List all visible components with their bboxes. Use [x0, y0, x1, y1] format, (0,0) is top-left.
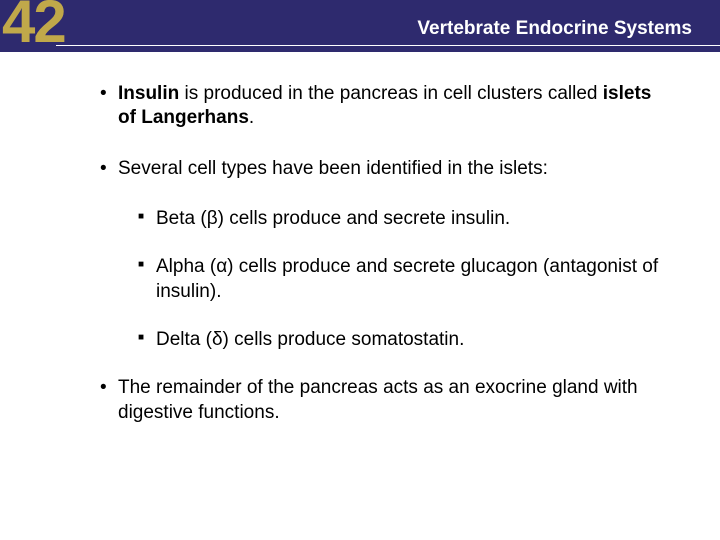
bullet-text: Beta (β) cells produce and secrete insul… — [156, 208, 510, 229]
bullet-level-2: Delta (δ) cells produce somatostatin. — [138, 328, 660, 352]
bullet-text: Delta (δ) cells produce somatostatin. — [156, 329, 464, 350]
bullet-level-2: Beta (β) cells produce and secrete insul… — [138, 207, 660, 231]
slide-title: Vertebrate Endocrine Systems — [417, 18, 692, 40]
bullet-text: . — [249, 107, 254, 128]
bullet-level-1: Several cell types have been identified … — [100, 157, 660, 181]
slide-header: 42 Vertebrate Endocrine Systems — [0, 0, 720, 52]
bullet-level-1: The remainder of the pancreas acts as an… — [100, 376, 660, 425]
slide-content: Insulin is produced in the pancreas in c… — [0, 52, 720, 425]
bullet-text: Alpha (α) cells produce and secrete gluc… — [156, 256, 658, 301]
bullet-text: is produced in the pancreas in cell clus… — [179, 83, 603, 104]
bullet-text: The remainder of the pancreas acts as an… — [118, 377, 638, 422]
bullet-text: Insulin — [118, 83, 179, 104]
bullet-level-1: Insulin is produced in the pancreas in c… — [100, 82, 660, 131]
bullet-text: Several cell types have been identified … — [118, 158, 548, 179]
bullet-level-2: Alpha (α) cells produce and secrete gluc… — [138, 255, 660, 304]
header-underline — [56, 45, 720, 46]
